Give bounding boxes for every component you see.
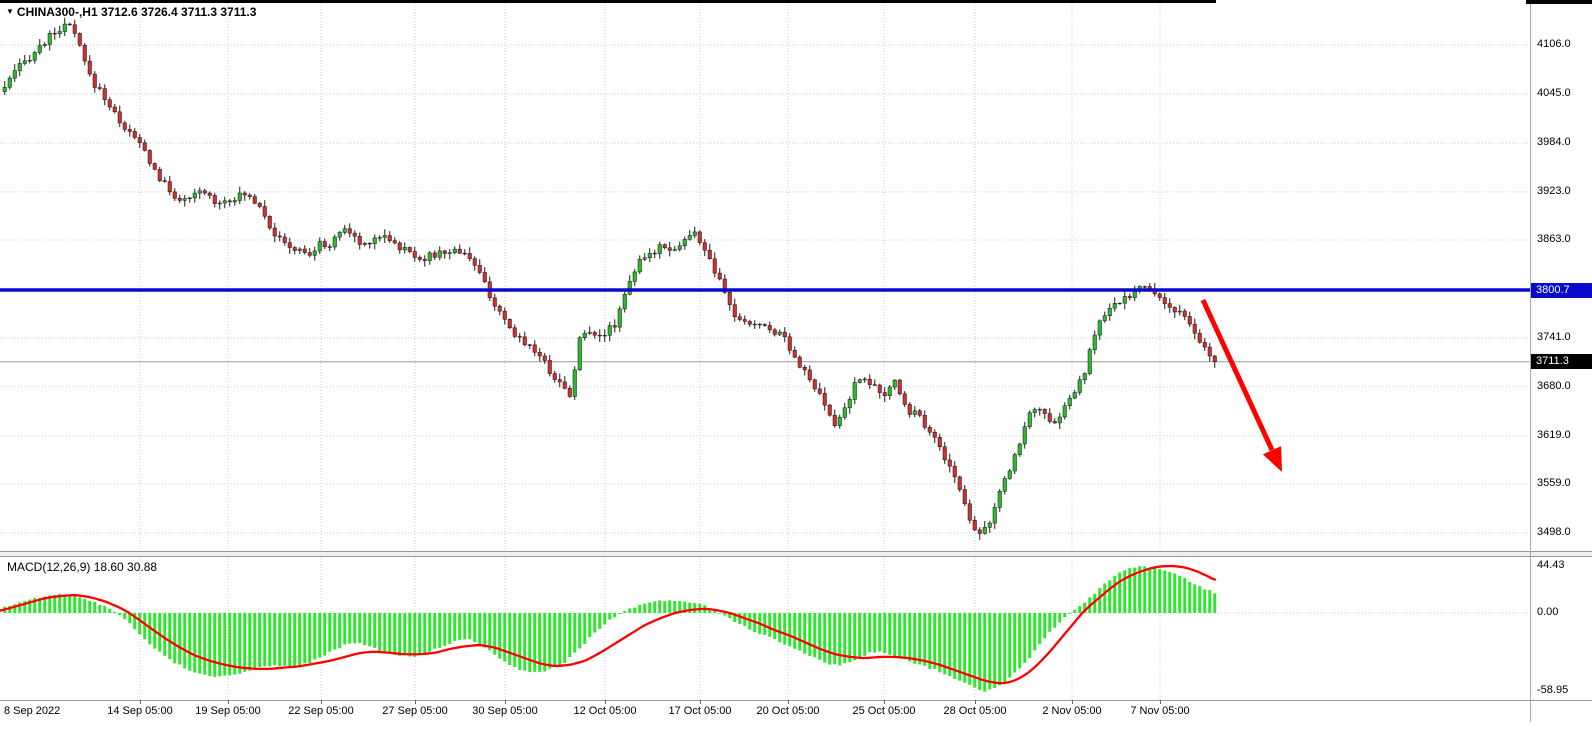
hline-price-tag: 3800.7 (1531, 282, 1592, 298)
price-axis-label: 3498.0 (1537, 526, 1571, 538)
macd-axis-label: -58.95 (1537, 684, 1569, 697)
date-axis-label: 2 Nov 05:00 (1042, 705, 1102, 717)
price-axis-label: 3984.0 (1537, 135, 1571, 148)
date-axis-label: 30 Sep 05:00 (472, 705, 538, 717)
macd-signal-line (0, 564, 1217, 685)
date-axis-label: 22 Sep 05:00 (288, 705, 354, 717)
date-axis-label: 28 Oct 05:00 (943, 705, 1007, 717)
top-right-marker (1526, 0, 1592, 4)
date-axis-label: 19 Sep 05:00 (195, 705, 261, 717)
last-price-tag: 3711.3 (1531, 354, 1592, 370)
price-axis-label: 4106.0 (1537, 38, 1571, 51)
date-axis-tick (321, 700, 322, 704)
price-axis-label: 4045.0 (1537, 86, 1571, 99)
price-axis-label: 3619.0 (1537, 428, 1571, 441)
date-axis-tick (228, 700, 229, 704)
macd-axis-label: 44.43 (1537, 558, 1565, 571)
macd-histogram (3, 566, 1217, 692)
date-axis-label: 7 Nov 05:00 (1130, 705, 1190, 717)
date-axis-tick (1072, 700, 1073, 704)
date-axis-tick (788, 700, 789, 704)
date-axis-tick (975, 700, 976, 704)
date-axis-tick (700, 700, 701, 704)
date-axis-tick (505, 700, 506, 704)
date-axis-label: 20 Oct 05:00 (756, 705, 820, 717)
date-axis-tick (884, 700, 885, 704)
date-axis-label: 12 Oct 05:00 (573, 705, 637, 717)
grid-layer (0, 3, 1530, 700)
symbol-ohlc-info: ▼ CHINA300-,H1 3712.6 3726.4 3711.3 3711.… (6, 5, 256, 19)
date-axis-label: 8 Sep 2022 (4, 705, 61, 717)
price-axis-label: 3923.0 (1537, 184, 1571, 197)
macd-indicator-label: MACD(12,26,9) 18.60 30.88 (7, 560, 158, 574)
candles-layer (2, 17, 1217, 540)
date-axis-label: 25 Oct 05:00 (852, 705, 916, 717)
price-axis-label: 3680.0 (1537, 379, 1571, 392)
chart-top-border (0, 0, 1216, 3)
date-axis-label: 27 Sep 05:00 (382, 705, 448, 717)
price-axis-label: 3559.0 (1537, 477, 1571, 490)
date-axis-tick (140, 700, 141, 704)
date-axis-separator (0, 700, 1592, 701)
date-axis-tick (605, 700, 606, 704)
price-axis-label: 3863.0 (1537, 233, 1571, 246)
macd-axis-label: 0.00 (1537, 606, 1559, 618)
date-axis-label: 14 Sep 05:00 (107, 705, 173, 717)
date-axis-tick (1160, 700, 1161, 704)
date-axis-label: 17 Oct 05:00 (668, 705, 732, 717)
dropdown-triangle-icon[interactable]: ▼ (6, 7, 14, 16)
date-axis-tick (415, 700, 416, 704)
panel-separator[interactable] (0, 551, 1592, 557)
price-axis-separator (1530, 0, 1531, 722)
price-axis-label: 3741.0 (1537, 330, 1571, 343)
symbol-ohlc-text: CHINA300-,H1 3712.6 3726.4 3711.3 3711.3 (16, 5, 257, 19)
